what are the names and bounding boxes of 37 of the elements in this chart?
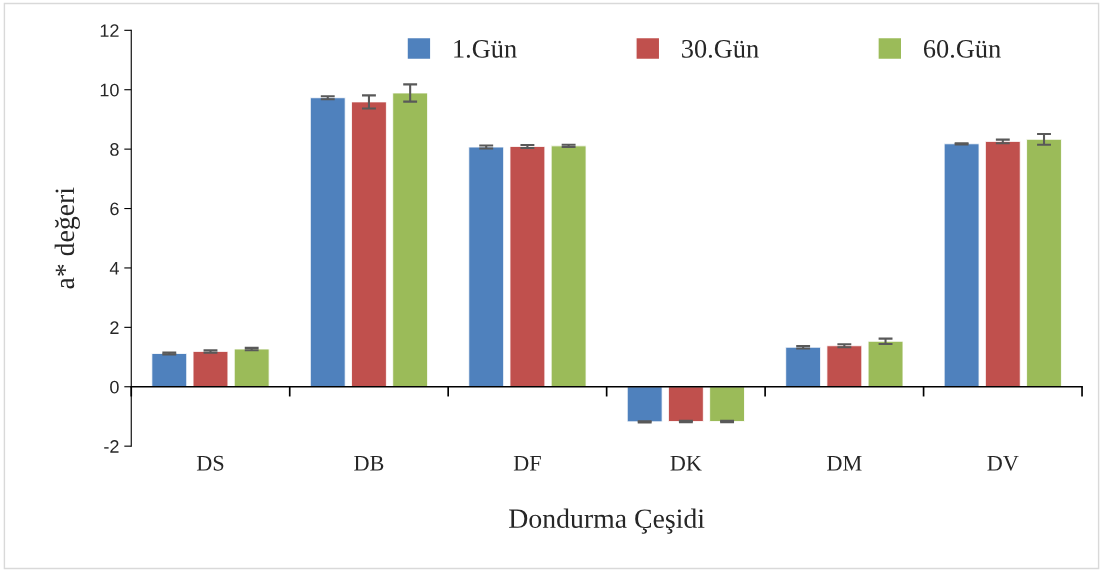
x-tick-label: DK <box>670 455 702 471</box>
bar <box>668 386 704 422</box>
y-tick-label: 12 <box>100 24 119 37</box>
y-tick-label: -2 <box>104 440 119 453</box>
x-tick-label: DF <box>513 455 541 471</box>
bar <box>984 140 1021 388</box>
y-axis-title: a* değeri <box>54 187 80 289</box>
bar <box>785 346 821 388</box>
y-tick-label: 0 <box>110 380 119 394</box>
bar <box>709 386 745 422</box>
x-tick-label: DM <box>827 455 862 471</box>
bar <box>1026 138 1062 388</box>
bar <box>468 146 505 388</box>
bar <box>550 145 587 388</box>
bar <box>392 92 429 388</box>
y-tick-label: 2 <box>110 321 119 334</box>
x-tick-label: DV <box>987 455 1019 471</box>
y-tick-label: 10 <box>100 83 119 97</box>
bar <box>309 97 346 388</box>
x-axis-title: Dondurma Çeşidi <box>509 508 705 534</box>
bar <box>351 101 387 388</box>
legend-label: 60.Gün <box>923 39 1001 58</box>
bar <box>509 146 546 388</box>
legend-label: 30.Gün <box>682 39 759 58</box>
bar <box>867 340 904 388</box>
bar <box>826 345 863 388</box>
bar <box>943 143 980 388</box>
x-tick-label: DS <box>196 455 224 471</box>
bar <box>151 353 188 388</box>
y-tick-label: 8 <box>110 143 119 156</box>
y-tick-label: 4 <box>109 262 119 275</box>
y-tick-label: 6 <box>110 202 119 216</box>
x-tick-label: DB <box>354 455 384 471</box>
bar <box>233 348 270 388</box>
bar <box>192 350 229 388</box>
bar <box>626 386 663 423</box>
legend-label: 1.Gün <box>454 40 517 58</box>
